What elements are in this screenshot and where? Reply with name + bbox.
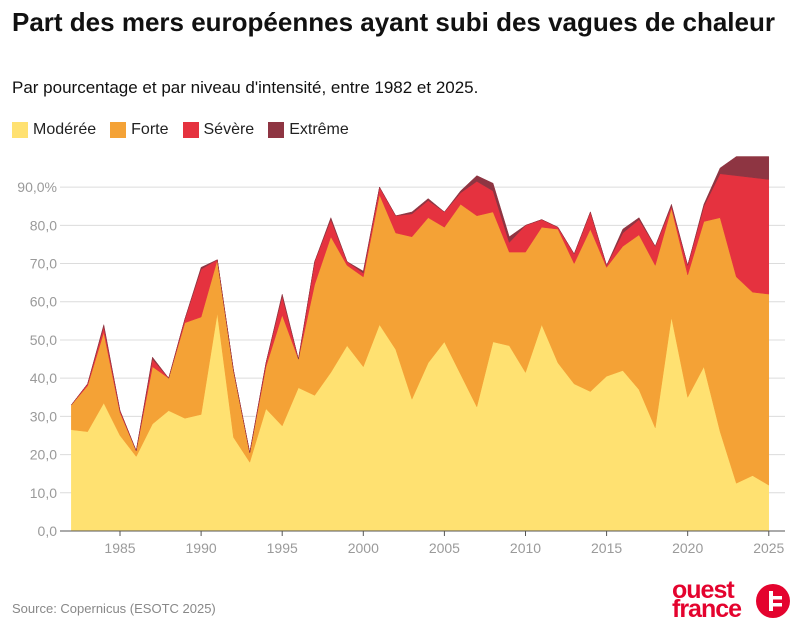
- legend-swatch: [268, 122, 285, 138]
- x-tick-label: 2000: [348, 540, 379, 556]
- legend-swatch: [110, 122, 127, 138]
- y-tick-label: 30,0: [30, 408, 57, 424]
- y-tick-label: 40,0: [30, 370, 57, 386]
- logo-word-1: ouest: [672, 576, 735, 604]
- area-series-3: [71, 156, 770, 453]
- y-tick-label: 80,0: [30, 217, 57, 233]
- x-tick-label: 2010: [510, 540, 541, 556]
- logo-circle-icon: [756, 584, 790, 618]
- legend-label: Extrême: [289, 121, 349, 138]
- y-tick-label: 70,0: [30, 256, 57, 272]
- y-tick-label: 0,0: [38, 523, 58, 539]
- legend-label: Forte: [131, 121, 169, 138]
- logo-mark-icon: [769, 591, 782, 611]
- legend-swatch: [182, 122, 199, 138]
- chart-subtitle: Par pourcentage et par niveau d'intensit…: [12, 78, 479, 97]
- x-tick-label: 2025: [753, 540, 784, 556]
- chart-title: Part des mers européennes ayant subi des…: [12, 7, 775, 37]
- x-tick-label: 2015: [591, 540, 622, 556]
- legend-swatch: [12, 122, 28, 138]
- ouest-france-logo: ouest france: [672, 578, 790, 626]
- y-tick-label: 10,0: [30, 485, 57, 501]
- legend-item: Sévère: [182, 121, 255, 139]
- x-tick-label: 1995: [267, 540, 298, 556]
- legend-item: Extrême: [268, 121, 349, 139]
- y-tick-label: 90,0%: [17, 179, 57, 195]
- y-tick-label: 20,0: [30, 447, 57, 463]
- x-tick-label: 2020: [672, 540, 703, 556]
- y-tick-label: 50,0: [30, 332, 57, 348]
- legend-item: Modérée: [12, 121, 96, 139]
- legend: Modérée Forte Sévère Extrême: [12, 121, 363, 139]
- x-tick-label: 1990: [186, 540, 217, 556]
- legend-label: Sévère: [203, 121, 255, 138]
- logo-word-2: france: [672, 595, 742, 623]
- legend-item: Forte: [110, 121, 169, 139]
- source-note: Source: Copernicus (ESOTC 2025): [12, 601, 216, 616]
- y-tick-label: 60,0: [30, 294, 57, 310]
- x-tick-label: 2005: [429, 540, 460, 556]
- x-tick-label: 1985: [104, 540, 135, 556]
- legend-label: Modérée: [33, 121, 97, 138]
